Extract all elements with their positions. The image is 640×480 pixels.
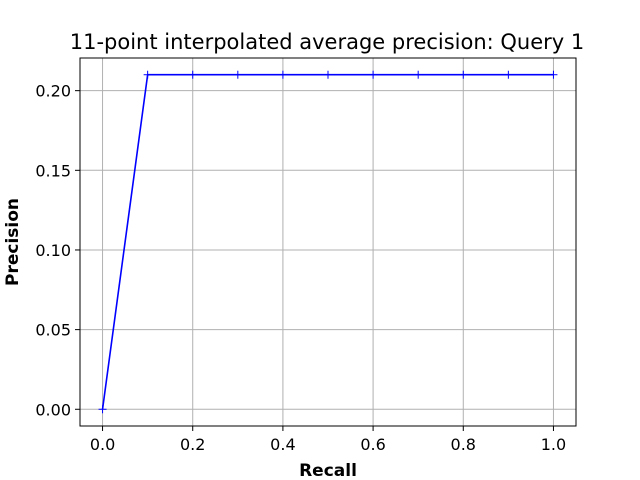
data-point-marker (369, 70, 378, 79)
series-layer (98, 70, 558, 414)
data-point-marker (233, 70, 242, 79)
data-point-marker (459, 70, 468, 79)
y-tick-label: 0.00 (35, 400, 71, 419)
data-point-marker (324, 70, 332, 79)
x-tick-label: 1.0 (541, 435, 566, 454)
data-point-marker (143, 70, 152, 79)
grid-lines (80, 58, 576, 426)
plot-frame (79, 57, 577, 427)
y-tick-label: 0.20 (35, 82, 71, 101)
y-tick-label: 0.15 (35, 161, 71, 180)
x-tick-label: 0.8 (451, 435, 476, 454)
series-line (101, 73, 554, 410)
x-axis-label: Recall (299, 461, 357, 480)
x-tick-label: 0.0 (90, 435, 115, 454)
data-point-marker (98, 405, 107, 414)
data-point-marker (188, 70, 197, 79)
data-point-marker (504, 70, 513, 79)
x-axis-ticks: 0.0 0.2 0.4 0.6 0.8 1.0 (90, 426, 566, 454)
x-tick-label: 0.4 (270, 435, 295, 454)
x-tick-label: 0.2 (180, 435, 205, 454)
data-point-marker (549, 70, 558, 79)
y-tick-label: 0.10 (35, 241, 71, 260)
y-axis-label: Precision (3, 198, 23, 286)
chart-title: 11-point interpolated average precision:… (70, 30, 585, 54)
data-point-marker (414, 70, 423, 79)
x-tick-label: 0.6 (360, 435, 385, 454)
data-point-marker (278, 70, 287, 79)
y-tick-label: 0.05 (35, 321, 71, 340)
y-axis-ticks: 0.00 0.05 0.10 0.15 0.20 (35, 82, 80, 419)
